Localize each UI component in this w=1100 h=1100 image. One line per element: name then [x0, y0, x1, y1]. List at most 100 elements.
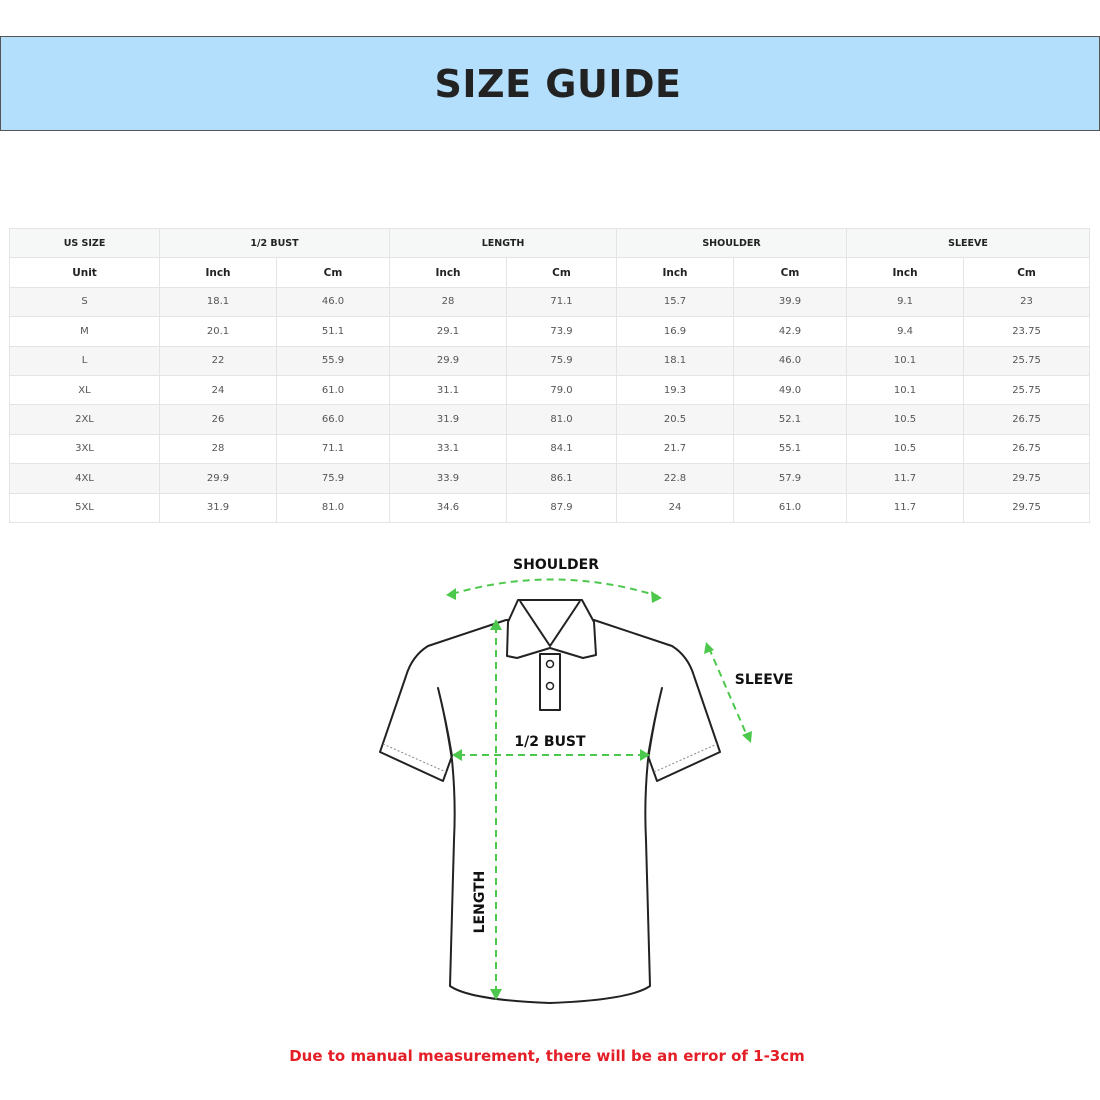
measurement-cell: 34.6 — [389, 492, 507, 523]
measurement-arrows — [451, 578, 749, 996]
measurement-note: Due to manual measurement, there will be… — [289, 1047, 805, 1065]
measurement-cell: 71.1 — [506, 286, 617, 318]
measurement-cell: 29.75 — [963, 463, 1091, 494]
measurement-cell: 18.1 — [616, 345, 734, 376]
measurement-cell: 71.1 — [276, 433, 390, 465]
cuff-stitching — [382, 743, 718, 773]
measurement-cell: 33.9 — [389, 463, 507, 494]
group-header: 1/2 BUST — [159, 227, 390, 259]
table-row: XL 24 61.0 31.1 79.0 19.3 49.0 10.1 25.75 — [9, 374, 1091, 406]
measurement-cell: 25.75 — [963, 345, 1091, 376]
measurement-cell: 24 — [616, 492, 734, 523]
measurement-cell: 75.9 — [276, 463, 390, 494]
measurement-cell: 57.9 — [732, 463, 848, 494]
measurement-cell: 42.9 — [732, 316, 848, 347]
measurement-cell: 10.1 — [846, 345, 965, 376]
measurement-cell: 20.5 — [616, 404, 734, 435]
measurement-cell: 31.9 — [389, 404, 507, 435]
measurement-cell: 31.9 — [159, 492, 277, 523]
size-table: US SIZE 1/2 BUST LENGTH SHOULDER SLEEVE … — [9, 227, 1091, 523]
measurement-cell: 23.75 — [963, 316, 1091, 347]
measurement-cell: 11.7 — [846, 463, 965, 494]
group-header: SLEEVE — [846, 227, 1091, 259]
measurement-cell: 10.5 — [846, 404, 965, 435]
group-header: US SIZE — [9, 227, 160, 259]
measurement-cell: 18.1 — [159, 286, 277, 318]
measurement-cell: 84.1 — [506, 433, 617, 465]
polo-shirt-outline — [379, 599, 721, 1004]
measurement-cell: 49.0 — [732, 374, 848, 406]
shirt-diagram: SHOULDER SLEEVE 1/2 BUST LENGTH — [379, 557, 793, 1004]
unit-header: Inch — [616, 257, 734, 288]
measurement-cell: 22 — [159, 345, 277, 376]
measurement-cell: 73.9 — [506, 316, 617, 347]
length-label: LENGTH — [472, 871, 488, 934]
table-row: L 22 55.9 29.9 75.9 18.1 46.0 10.1 25.75 — [9, 345, 1091, 376]
measurement-cell: 15.7 — [616, 286, 734, 318]
measurement-cell: 29.9 — [389, 345, 507, 376]
measurement-cell: 33.1 — [389, 433, 507, 465]
bust-label: 1/2 BUST — [514, 734, 586, 750]
size-cell: L — [9, 345, 160, 376]
title-banner: SIZE GUIDE — [0, 36, 1100, 131]
size-cell: S — [9, 286, 160, 318]
measurement-cell: 28 — [159, 433, 277, 465]
measurement-cell: 87.9 — [506, 492, 617, 523]
arrowheads — [446, 588, 752, 1000]
measurement-cell: 9.1 — [846, 286, 965, 318]
shoulder-arrow — [451, 578, 659, 597]
measurement-cell: 16.9 — [616, 316, 734, 347]
table-row: 4XL 29.9 75.9 33.9 86.1 22.8 57.9 11.7 29.75 — [9, 463, 1091, 494]
measurement-cell: 39.9 — [732, 286, 848, 318]
table-row: 3XL 28 71.1 33.1 84.1 21.7 55.1 10.5 26.75 — [9, 433, 1091, 465]
measurement-cell: 20.1 — [159, 316, 277, 347]
measurement-cell: 55.9 — [276, 345, 390, 376]
group-header-row: US SIZE 1/2 BUST LENGTH SHOULDER SLEEVE — [9, 227, 1091, 259]
unit-header-row: Unit Inch Cm Inch Cm Inch Cm Inch Cm — [9, 257, 1091, 288]
measurement-cell: 23 — [963, 286, 1091, 318]
measurement-cell: 24 — [159, 374, 277, 406]
measurement-cell: 10.5 — [846, 433, 965, 465]
measurement-cell: 29.1 — [389, 316, 507, 347]
measurement-cell: 22.8 — [616, 463, 734, 494]
measurement-cell: 79.0 — [506, 374, 617, 406]
size-cell: 3XL — [9, 433, 160, 465]
size-cell: M — [9, 316, 160, 347]
measurement-cell: 46.0 — [732, 345, 848, 376]
table-row: 2XL 26 66.0 31.9 81.0 20.5 52.1 10.5 26.75 — [9, 404, 1091, 435]
unit-header: Cm — [276, 257, 390, 288]
table-body: S 18.1 46.0 28 71.1 15.7 39.9 9.1 23 M 20.1 51.1 29.… — [9, 286, 1091, 523]
unit-header: Cm — [506, 257, 617, 288]
unit-header: Inch — [846, 257, 965, 288]
size-cell: 4XL — [9, 463, 160, 494]
unit-header: Inch — [159, 257, 277, 288]
measurement-cell: 25.75 — [963, 374, 1091, 406]
table-row: M 20.1 51.1 29.1 73.9 16.9 42.9 9.4 23.75 — [9, 316, 1091, 347]
shoulder-label: SHOULDER — [513, 557, 599, 573]
measurement-cell: 19.3 — [616, 374, 734, 406]
size-cell: 2XL — [9, 404, 160, 435]
unit-header: Inch — [389, 257, 507, 288]
measurement-cell: 86.1 — [506, 463, 617, 494]
measurement-cell: 66.0 — [276, 404, 390, 435]
measurement-cell: 55.1 — [732, 433, 848, 465]
size-cell: XL — [9, 374, 160, 406]
group-header: SHOULDER — [615, 227, 848, 259]
measurement-cell: 75.9 — [506, 345, 617, 376]
measurement-cell: 26 — [159, 404, 277, 435]
measurement-cell: 10.1 — [846, 374, 965, 406]
sleeve-arrow — [708, 647, 749, 739]
measurement-cell: 26.75 — [963, 404, 1091, 435]
measurement-cell: 81.0 — [506, 404, 617, 435]
measurement-cell: 31.1 — [389, 374, 507, 406]
measurement-cell: 81.0 — [276, 492, 390, 523]
measurement-cell: 21.7 — [616, 433, 734, 465]
unit-header: Cm — [732, 257, 848, 288]
measurement-cell: 46.0 — [276, 286, 390, 318]
size-cell: 5XL — [9, 492, 160, 523]
unit-header: Unit — [9, 257, 160, 288]
measurement-cell: 29.75 — [963, 492, 1091, 523]
group-header: LENGTH — [389, 227, 617, 259]
measurement-cell: 29.9 — [159, 463, 277, 494]
measurement-cell: 52.1 — [732, 404, 848, 435]
